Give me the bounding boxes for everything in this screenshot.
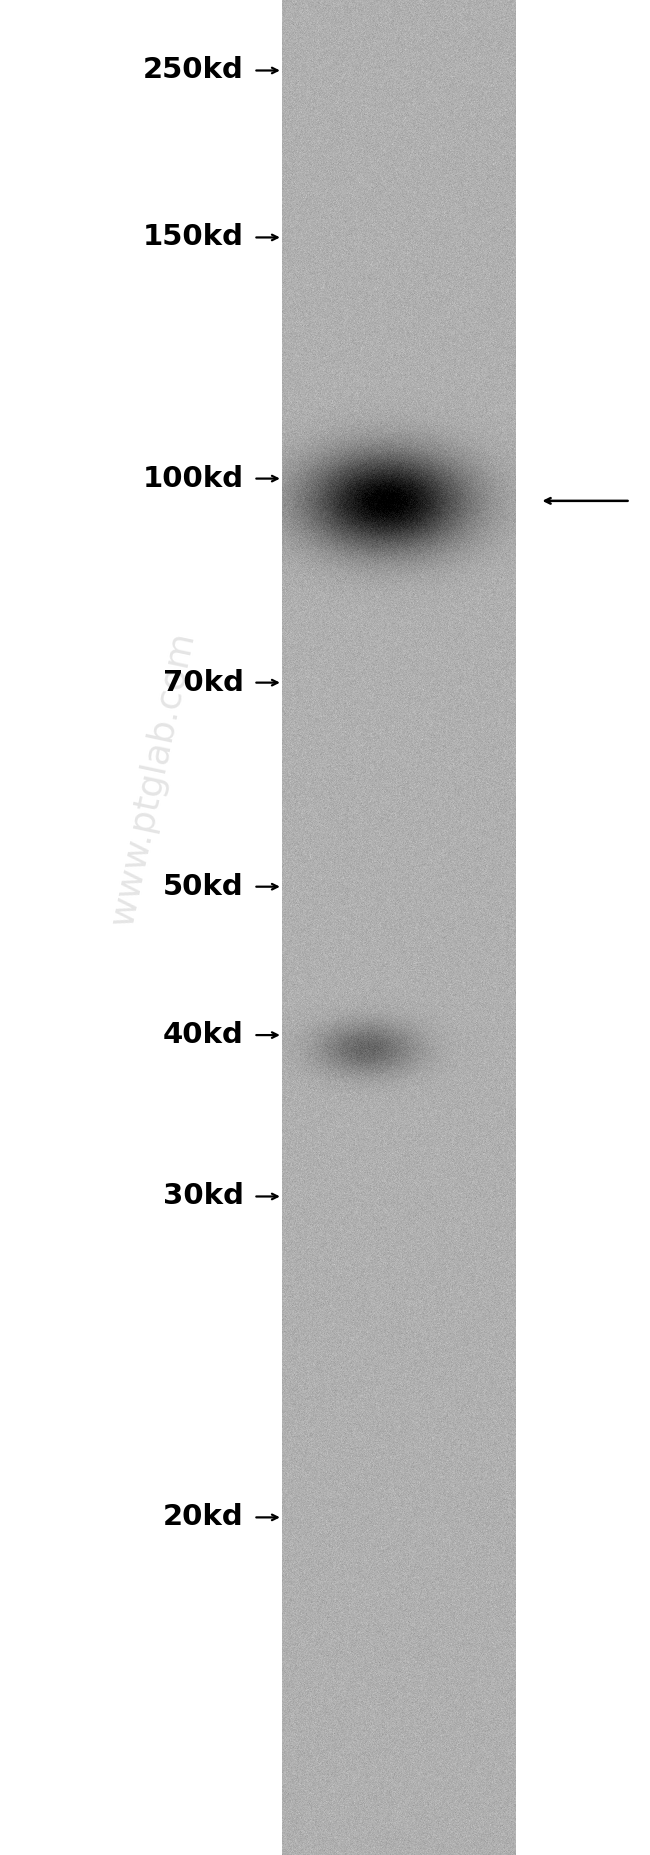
Text: 100kd: 100kd (142, 464, 244, 493)
Text: 150kd: 150kd (143, 223, 244, 252)
Text: 70kd: 70kd (162, 668, 244, 697)
Text: 50kd: 50kd (163, 872, 244, 902)
Text: 20kd: 20kd (163, 1503, 244, 1532)
Text: 250kd: 250kd (143, 56, 244, 85)
Text: 40kd: 40kd (163, 1020, 244, 1050)
Text: www.ptglab.com: www.ptglab.com (105, 629, 201, 929)
Text: 30kd: 30kd (162, 1182, 244, 1211)
